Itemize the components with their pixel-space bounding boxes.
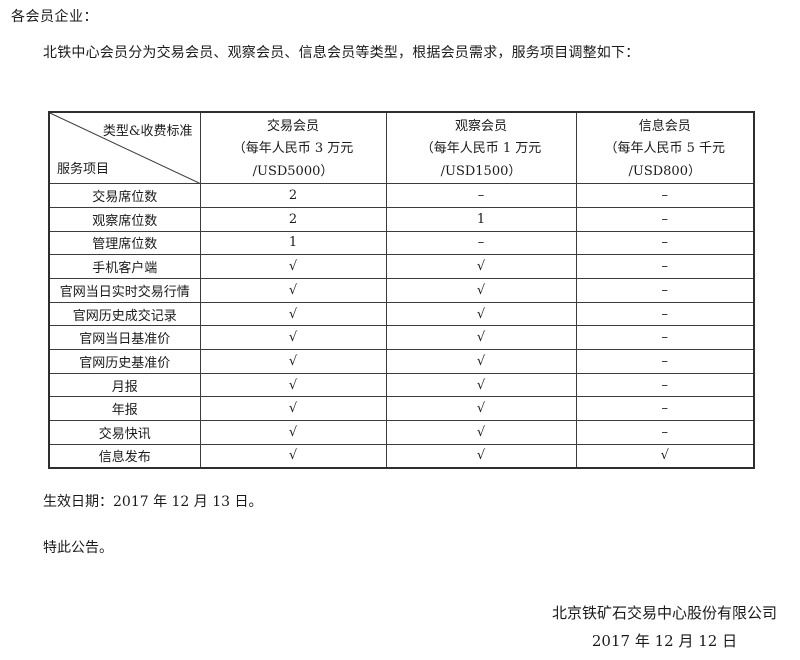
service-item-value: –	[575, 349, 755, 374]
corner-label-type-fee: 类型&收费标准	[102, 124, 193, 139]
corner-label-service: 服务项目	[57, 162, 110, 178]
service-item-value: √	[199, 420, 387, 445]
service-item-value: –	[575, 325, 755, 351]
member-fee-cny: （每年人民币 5 千元	[604, 141, 726, 157]
service-item-value: √	[199, 325, 387, 351]
service-item-label: 信息发布	[48, 443, 201, 469]
member-fee-usd: /USD5000）	[252, 163, 334, 179]
service-item-label: 月报	[48, 372, 201, 398]
service-item-value: √	[575, 443, 755, 469]
service-item-value: √	[385, 372, 577, 398]
signature-date: 2017 年 12 月 12 日	[591, 632, 738, 650]
service-item-value: 2	[199, 206, 387, 232]
service-item-label: 交易席位数	[48, 183, 201, 208]
table-row: 官网历史基准价 √ √ –	[48, 349, 755, 374]
service-item-value: √	[385, 277, 577, 303]
service-item-value: –	[385, 230, 577, 256]
service-item-label: 官网历史成交记录	[48, 301, 201, 327]
table-row: 月报 √ √ –	[48, 372, 755, 398]
service-item-value: √	[199, 372, 387, 398]
service-item-label: 观察席位数	[48, 206, 201, 232]
service-item-value: 2	[199, 183, 387, 208]
service-item-value: –	[385, 183, 577, 208]
table-row: 观察席位数 2 1–	[48, 206, 755, 232]
service-item-value: 1	[385, 206, 577, 232]
member-fee-cny: （每年人民币 1 万元	[420, 141, 542, 157]
service-item-value: –	[575, 396, 755, 422]
column-header-observer-member: 观察会员 （每年人民币 1 万元 /USD1500）	[385, 111, 577, 185]
service-item-value: √	[385, 396, 577, 422]
signature-block: 北京铁矿石交易中心股份有限公司 2017 年 12 月 12 日	[552, 604, 777, 650]
service-item-value: –	[575, 206, 755, 232]
service-item-value: √	[199, 277, 387, 303]
table-header-row: 类型&收费标准 服务项目 交易会员 （每年人民币 3 万元 /USD5000） …	[48, 111, 755, 185]
service-item-label: 交易快讯	[48, 420, 201, 445]
service-item-value: √	[385, 254, 577, 279]
effective-date-line: 生效日期：2017 年 12 月 13 日。	[43, 494, 263, 510]
service-item-value: √	[199, 349, 387, 374]
membership-fee-table: 类型&收费标准 服务项目 交易会员 （每年人民币 3 万元 /USD5000） …	[48, 111, 755, 469]
table-row: 交易席位数 2– –	[48, 183, 755, 208]
service-item-value: √	[385, 325, 577, 351]
service-item-value: –	[575, 230, 755, 256]
table-row: 官网历史成交记录 √ √ –	[48, 301, 755, 327]
service-item-label: 官网历史基准价	[48, 349, 201, 374]
table-row: 管理席位数 1– –	[48, 230, 755, 256]
service-item-value: –	[575, 372, 755, 398]
member-type-name: 交易会员	[266, 119, 319, 134]
column-header-trade-member: 交易会员 （每年人民币 3 万元 /USD5000）	[199, 111, 387, 185]
company-name: 北京铁矿石交易中心股份有限公司	[551, 604, 777, 622]
service-item-label: 手机客户端	[48, 254, 201, 279]
service-item-value: –	[575, 301, 755, 327]
member-type-name: 信息会员	[638, 119, 691, 134]
service-item-value: √	[199, 396, 387, 422]
member-fee-usd: /USD800）	[628, 163, 701, 179]
service-item-value: √	[385, 301, 577, 327]
service-item-label: 管理席位数	[48, 230, 201, 256]
notice-line: 特此公告。	[43, 540, 113, 556]
service-item-value: √	[199, 443, 387, 469]
service-item-value: √	[385, 443, 577, 469]
table-row: 官网当日实时交易行情 √ √ –	[48, 277, 755, 303]
table-row: 手机客户端 √ √ –	[48, 254, 755, 279]
service-item-value: √	[199, 254, 387, 279]
service-item-value: –	[575, 254, 755, 279]
service-item-label: 官网当日基准价	[48, 325, 201, 351]
service-item-value: 1	[199, 230, 387, 256]
service-item-label: 年报	[48, 396, 201, 422]
service-item-label: 官网当日实时交易行情	[48, 277, 201, 303]
table-row: 信息发布 √ √ √	[48, 443, 755, 469]
service-item-value: –	[575, 277, 755, 303]
salutation-line: 各会员企业：	[11, 9, 98, 25]
member-fee-usd: /USD1500）	[440, 163, 522, 179]
member-fee-cny: （每年人民币 3 万元	[232, 141, 354, 157]
service-item-value: √	[385, 420, 577, 445]
service-item-value: –	[575, 183, 755, 208]
intro-paragraph: 北铁中心会员分为交易会员、观察会员、信息会员等类型，根据会员需求，服务项目调整如…	[43, 45, 640, 61]
service-table-body: 交易席位数 2– – 观察席位数 2 1– 管理席位数 1– – 手机客户端 √ √ – 官网当日实时交易…	[48, 183, 755, 469]
table-row: 年报 √ √ –	[48, 396, 755, 422]
diagonal-divider	[50, 113, 200, 184]
member-type-name: 观察会员	[454, 119, 507, 134]
column-header-info-member: 信息会员 （每年人民币 5 千元 /USD800）	[575, 111, 755, 185]
service-item-value: √	[385, 349, 577, 374]
table-row: 官网当日基准价 √ √ –	[48, 325, 755, 351]
service-item-value: √	[199, 301, 387, 327]
service-item-value: –	[575, 420, 755, 445]
corner-header-cell: 类型&收费标准 服务项目	[48, 111, 201, 185]
table-row: 交易快讯 √ √ –	[48, 420, 755, 445]
